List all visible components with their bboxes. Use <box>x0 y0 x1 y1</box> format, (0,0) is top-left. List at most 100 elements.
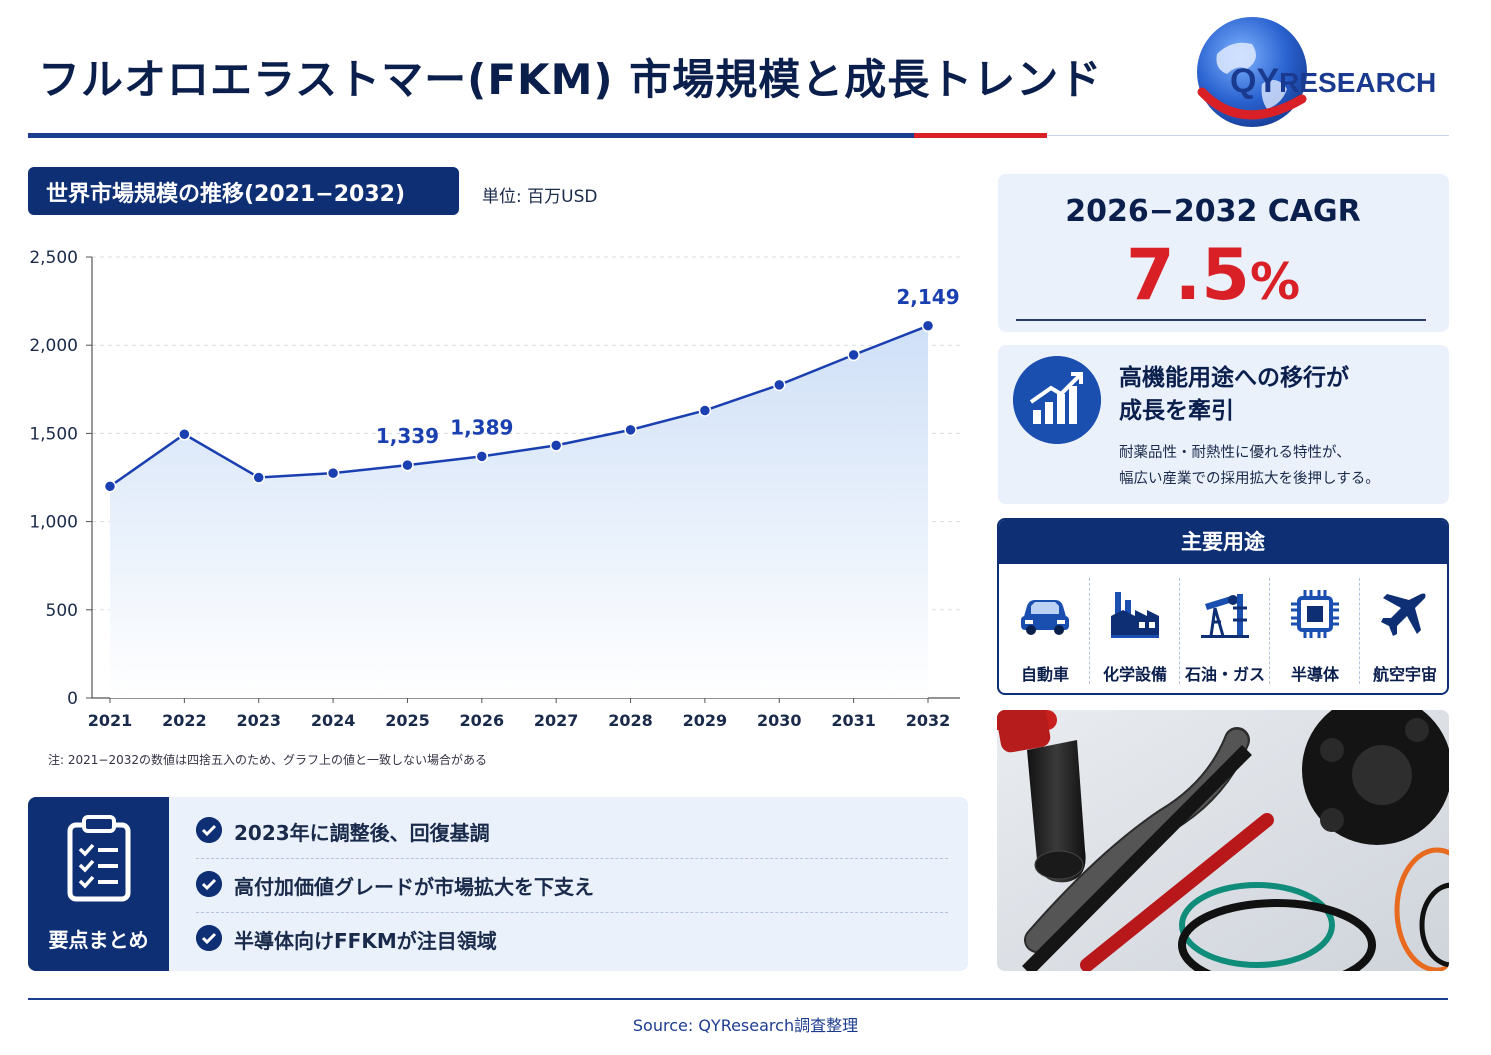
driver-desc-line: 幅広い産業での採用拡大を後押しする。 <box>1119 471 1380 487</box>
logo-wordmark: QYRESEARCH <box>1230 62 1436 101</box>
data-point <box>401 458 414 472</box>
x-tick-label: 2021 <box>88 711 133 730</box>
x-tick-label: 2022 <box>162 711 207 730</box>
driver-title-line: 成長を牽引 <box>1119 398 1234 424</box>
data-point <box>475 450 489 463</box>
check-icon <box>196 925 222 951</box>
qyresearch-logo <box>1197 17 1307 127</box>
application-divider <box>1269 578 1270 684</box>
application-divider <box>1179 578 1180 684</box>
data-point <box>624 423 637 437</box>
application-divider <box>1359 578 1360 684</box>
application-label: 石油・ガス <box>1184 665 1265 684</box>
summary-item-text: 半導体向けFFKMが注目領域 <box>234 929 497 953</box>
application-label: 半導体 <box>1290 665 1339 684</box>
logo-research: RESEARCH <box>1279 67 1437 98</box>
driver-description: 耐薬品性・耐熱性に優れる特性が、 幅広い産業での採用拡大を後押しする。 <box>1119 440 1380 492</box>
data-point <box>326 466 340 480</box>
chart-unit: 単位: 百万USD <box>482 187 598 207</box>
check-icon <box>196 871 222 897</box>
cagr-value: 7.5% <box>998 234 1428 316</box>
application-label: 化学設備 <box>1102 665 1167 684</box>
x-tick-label: 2030 <box>757 711 802 730</box>
y-tick-label: 0 <box>67 689 78 709</box>
application-label: 自動車 <box>1020 665 1069 684</box>
summary-item: 2023年に調整後、回復基調 <box>196 805 948 859</box>
header-rule-red <box>914 133 1047 138</box>
data-point <box>698 404 712 417</box>
x-tick-label: 2027 <box>534 711 579 730</box>
application-item: 航空宇宙 <box>1360 580 1447 688</box>
airplane-icon <box>1381 593 1426 636</box>
data-point <box>847 348 860 362</box>
source-note: Source: QYResearch調査整理 <box>632 1016 859 1035</box>
oil-pump-icon <box>1201 594 1249 638</box>
driver-title: 高機能用途への移行が 成長を牽引 <box>1119 362 1349 428</box>
driver-desc-line: 耐薬品性・耐熱性に優れる特性が、 <box>1119 445 1351 461</box>
check-icon <box>196 817 222 843</box>
page-title: フルオロエラストマー(FKM) 市場規模と成長トレンド <box>38 55 1103 104</box>
summary-item: 高付加価値グレードが市場拡大を下支え <box>196 859 948 913</box>
summary-item-text: 2023年に調整後、回復基調 <box>234 821 490 845</box>
data-point <box>773 378 786 392</box>
application-label: 航空宇宙 <box>1372 665 1437 684</box>
application-item: 自動車 <box>1000 580 1090 688</box>
data-label: 1,389 <box>450 415 513 439</box>
cagr-label: 2026−2032 CAGR <box>1065 194 1361 229</box>
chart-title-badge: 世界市場規模の推移(2021−2032) <box>28 167 459 215</box>
y-tick-label: 500 <box>46 601 78 621</box>
y-tick-label: 2,500 <box>29 248 78 268</box>
factory-icon <box>1111 592 1159 638</box>
series-line <box>109 324 929 488</box>
logo-qy: QY <box>1230 62 1280 100</box>
summary-panel: 要点まとめ 2023年に調整後、回復基調 高付加価値グレードが市場拡大を下支え … <box>28 797 968 971</box>
x-tick-label: 2029 <box>683 711 728 730</box>
summary-item: 半導体向けFFKMが注目領域 <box>196 913 948 967</box>
data-label: 1,339 <box>376 424 439 448</box>
x-tick-label: 2031 <box>831 711 876 730</box>
header-rule-light <box>1047 135 1449 136</box>
market-size-chart: 0 500 1,000 1,500 2,000 2,500 2021 2022 2023 2024… <box>29 248 960 730</box>
x-tick-label: 2026 <box>460 711 505 730</box>
growth-driver-panel: 高機能用途への移行が 成長を牽引 耐薬品性・耐熱性に優れる特性が、 幅広い産業で… <box>998 345 1449 504</box>
fkm-products-photo <box>997 710 1449 971</box>
chart-note: 注: 2021−2032の数値は四捨五入のため、グラフ上の値と一致しない場合があ… <box>48 753 487 767</box>
applications-panel: 主要用途 自動車 化学設備 石油・ガス <box>997 518 1449 695</box>
y-tick-label: 2,000 <box>29 336 78 356</box>
header-rule-blue <box>28 133 914 138</box>
car-icon <box>1021 600 1069 635</box>
applications-title: 主要用途 <box>999 520 1447 564</box>
driver-title-line: 高機能用途への移行が <box>1119 365 1349 391</box>
data-point <box>549 439 563 452</box>
cagr-number: 7.5 <box>1125 234 1250 316</box>
x-tick-label: 2024 <box>311 711 356 730</box>
application-divider <box>1089 578 1090 684</box>
application-item: 石油・ガス <box>1180 580 1270 688</box>
footer-rule <box>28 998 1448 1000</box>
y-tick-label: 1,000 <box>29 513 78 533</box>
application-item: 化学設備 <box>1090 580 1180 688</box>
summary-divider <box>196 858 948 859</box>
x-tick-label: 2028 <box>608 711 653 730</box>
chart-growth-icon <box>1013 356 1101 444</box>
series-area <box>110 325 928 698</box>
data-label: 2,149 <box>896 285 959 309</box>
x-tick-label: 2025 <box>385 711 430 730</box>
summary-divider <box>196 912 948 913</box>
data-point <box>103 480 117 493</box>
chip-icon <box>1291 590 1339 638</box>
x-tick-label: 2023 <box>236 711 281 730</box>
data-point <box>921 319 935 333</box>
cagr-unit: % <box>1249 253 1301 311</box>
cagr-panel: 2026−2032 CAGR 7.5% <box>998 174 1449 332</box>
data-point <box>252 471 265 484</box>
summary-label: 要点まとめ <box>48 928 149 952</box>
y-tick-label: 1,500 <box>29 424 78 444</box>
summary-item-text: 高付加価値グレードが市場拡大を下支え <box>234 875 594 899</box>
application-item: 半導体 <box>1270 580 1360 688</box>
cagr-underline <box>1016 319 1426 321</box>
x-tick-label: 2032 <box>906 711 951 730</box>
clipboard-icon <box>67 815 131 902</box>
data-point <box>178 428 191 441</box>
summary-side: 要点まとめ <box>28 797 169 971</box>
